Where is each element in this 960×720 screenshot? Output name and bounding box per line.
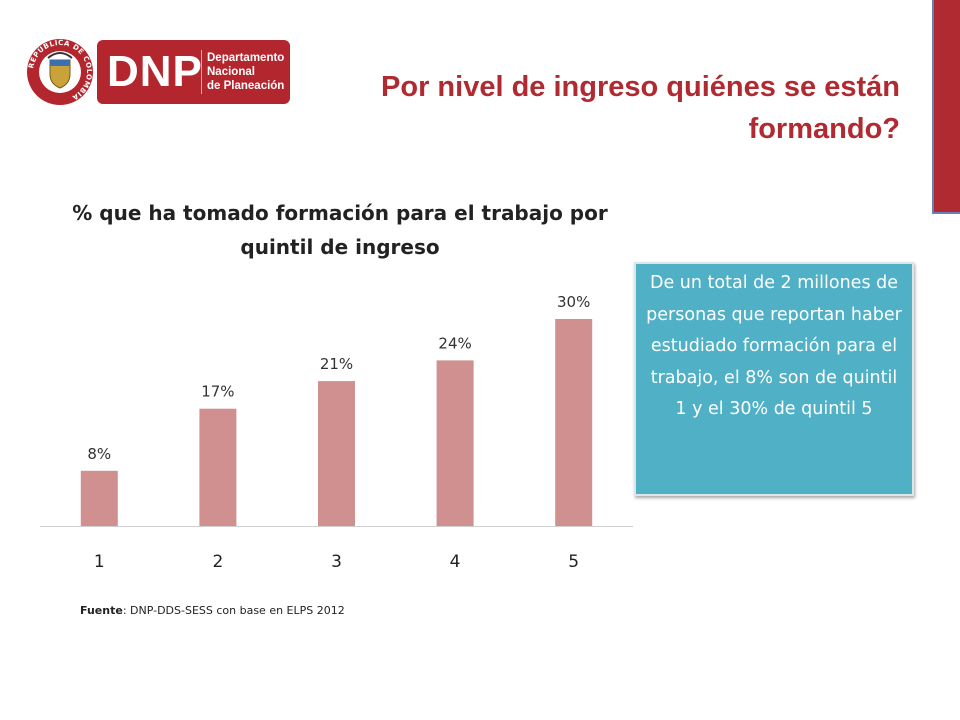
data-label: 8% — [87, 445, 111, 463]
bar-quintil-1 — [80, 470, 118, 526]
chart-title: % que ha tomado formación para el trabaj… — [72, 201, 608, 259]
colombia-coat-of-arms-icon: REPÚBLICA DE COLOMBIA — [27, 39, 93, 105]
right-accent-bar — [932, 0, 960, 214]
x-tick-label: 3 — [331, 552, 342, 572]
logo-text: DNP — [107, 47, 203, 96]
logo-subtext: Departamento Nacional de Planeación — [207, 52, 285, 92]
callout-box: De un total de 2 millones de personas qu… — [634, 262, 914, 496]
x-tick-label: 5 — [568, 552, 579, 572]
source-note: Fuente: DNP-DDS-SESS con base en ELPS 20… — [80, 604, 345, 617]
source-text: : DNP-DDS-SESS con base en ELPS 2012 — [122, 604, 345, 617]
page-title: Por nivel de ingreso quiénes se están fo… — [381, 71, 900, 145]
data-label: 17% — [201, 383, 234, 401]
dnp-logo: DNP Departamento Nacional de Planeación — [97, 40, 290, 104]
x-tick-label: 4 — [450, 552, 461, 572]
x-tick-label: 2 — [212, 552, 223, 572]
data-label: 21% — [320, 355, 353, 373]
bar-quintil-5 — [555, 319, 593, 526]
data-label: 30% — [557, 293, 590, 311]
bar-quintil-3 — [318, 381, 355, 526]
bar-quintil-4 — [436, 360, 474, 526]
data-label: 24% — [438, 334, 471, 352]
logo-divider — [201, 50, 202, 94]
bar-quintil-2 — [199, 408, 237, 526]
source-label: Fuente — [80, 604, 123, 617]
x-tick-label: 1 — [94, 552, 105, 572]
